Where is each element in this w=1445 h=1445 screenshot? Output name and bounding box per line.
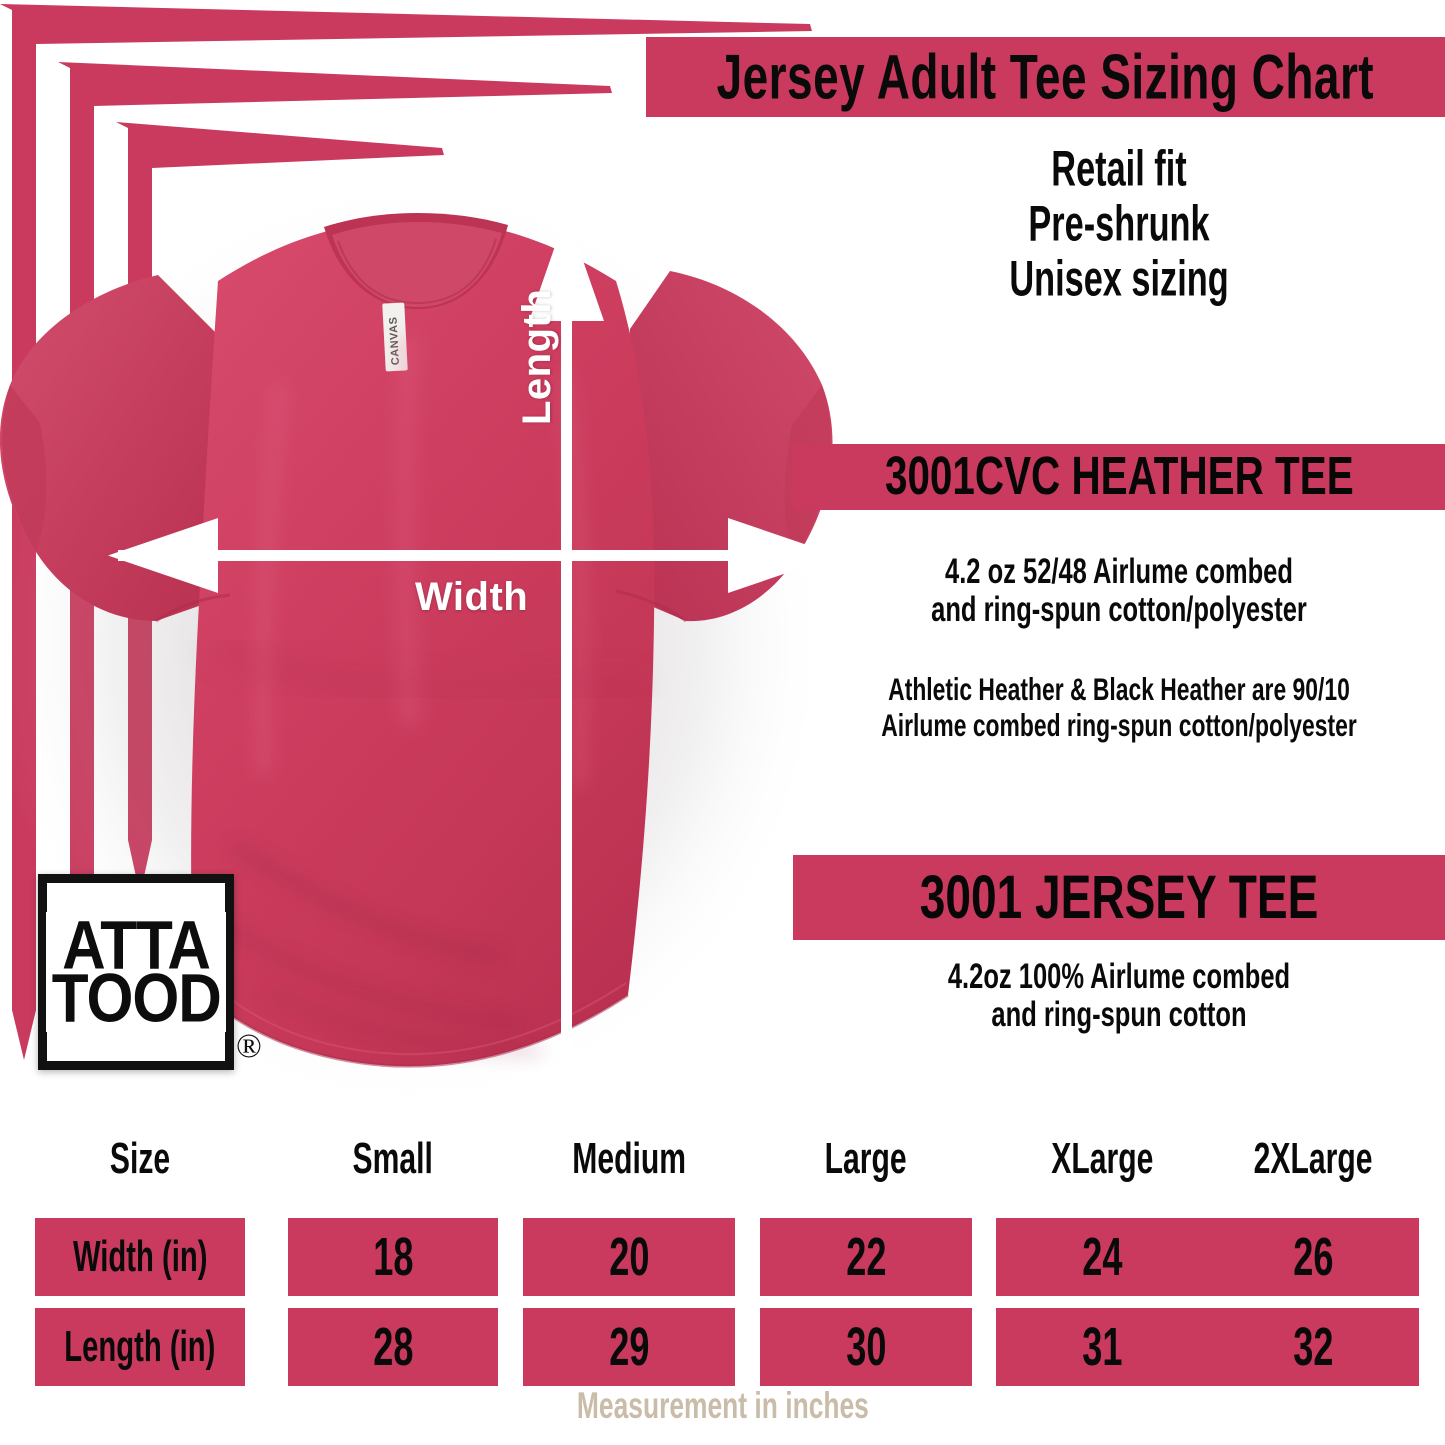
brand-logo: ATTA TOOD — [38, 874, 234, 1070]
product-spec-cvc: 4.2 oz 52/48 Airlume combed and ring-spu… — [793, 552, 1445, 629]
size-table-header-row: Size Small Medium Large XLarge 2XLarge — [0, 1128, 1445, 1190]
size-table-cell-length-2xlarge: 32 — [1207, 1308, 1419, 1386]
size-table-row-label-length: Length (in) — [35, 1308, 245, 1386]
size-table-header-2xlarge: 2XLarge — [1253, 1134, 1373, 1183]
brand-logo-inner: ATTA TOOD — [45, 911, 227, 1037]
size-table-header-size: Size — [109, 1134, 171, 1183]
feature-item-2: Unisex sizing — [1009, 251, 1229, 308]
size-table-cell-width-2xlarge: 26 — [1207, 1218, 1419, 1296]
product-spec-jersey-line2: and ring-spun cotton — [991, 995, 1247, 1035]
product-heading-jersey: 3001 JERSEY TEE — [793, 855, 1445, 940]
size-table-cell-length-small: 28 — [288, 1308, 498, 1386]
product-heading-cvc: 3001CVC HEATHER TEE — [793, 444, 1445, 510]
size-table-cell-width-small: 18 — [288, 1218, 498, 1296]
feature-list: Retail fit Pre-shrunk Unisex sizing — [793, 145, 1445, 315]
registered-trademark-icon: ® — [236, 1028, 262, 1065]
product-name-jersey: 3001 JERSEY TEE — [919, 864, 1319, 931]
size-table-cell-width-xlarge: 24 — [996, 1218, 1208, 1296]
size-table-header-medium: Medium — [572, 1134, 686, 1183]
brand-logo-line2: TOOD — [51, 960, 222, 1037]
size-table-cell-width-large: 22 — [760, 1218, 972, 1296]
product-spec-cvc-line2: and ring-spun cotton/polyester — [931, 589, 1307, 630]
feature-item-1: Pre-shrunk — [1028, 196, 1210, 253]
size-table-row-label-width: Width (in) — [35, 1218, 245, 1296]
size-table-cell-length-large: 30 — [760, 1308, 972, 1386]
product-note-cvc: Athletic Heather & Black Heather are 90/… — [793, 670, 1445, 744]
page-title-bar: Jersey Adult Tee Sizing Chart — [646, 37, 1445, 117]
size-table-header-small: Small — [352, 1134, 434, 1183]
size-table-header-large: Large — [825, 1134, 907, 1183]
product-note-cvc-line2: Airlume combed ring-spun cotton/polyeste… — [881, 706, 1357, 743]
size-table-header-xlarge: XLarge — [1050, 1134, 1154, 1183]
product-spec-jersey-line1: 4.2oz 100% Airlume combed — [947, 957, 1291, 997]
size-table: Size Small Medium Large XLarge 2XLarge W… — [0, 1128, 1445, 1445]
measurement-footnote: Measurement in inches — [576, 1386, 869, 1427]
feature-item-0: Retail fit — [1051, 141, 1187, 198]
product-spec-cvc-line1: 4.2 oz 52/48 Airlume combed — [945, 552, 1293, 592]
info-panel: Jersey Adult Tee Sizing Chart Retail fit… — [646, 0, 1445, 1120]
size-table-cell-width-medium: 20 — [523, 1218, 735, 1296]
size-table-cell-length-xlarge: 31 — [996, 1308, 1208, 1386]
product-name-cvc: 3001CVC HEATHER TEE — [884, 446, 1354, 507]
page-title: Jersey Adult Tee Sizing Chart — [716, 41, 1375, 113]
size-table-cell-length-medium: 29 — [523, 1308, 735, 1386]
product-note-cvc-line1: Athletic Heather & Black Heather are 90/… — [888, 670, 1350, 708]
product-spec-jersey: 4.2oz 100% Airlume combed and ring-spun … — [793, 957, 1445, 1034]
